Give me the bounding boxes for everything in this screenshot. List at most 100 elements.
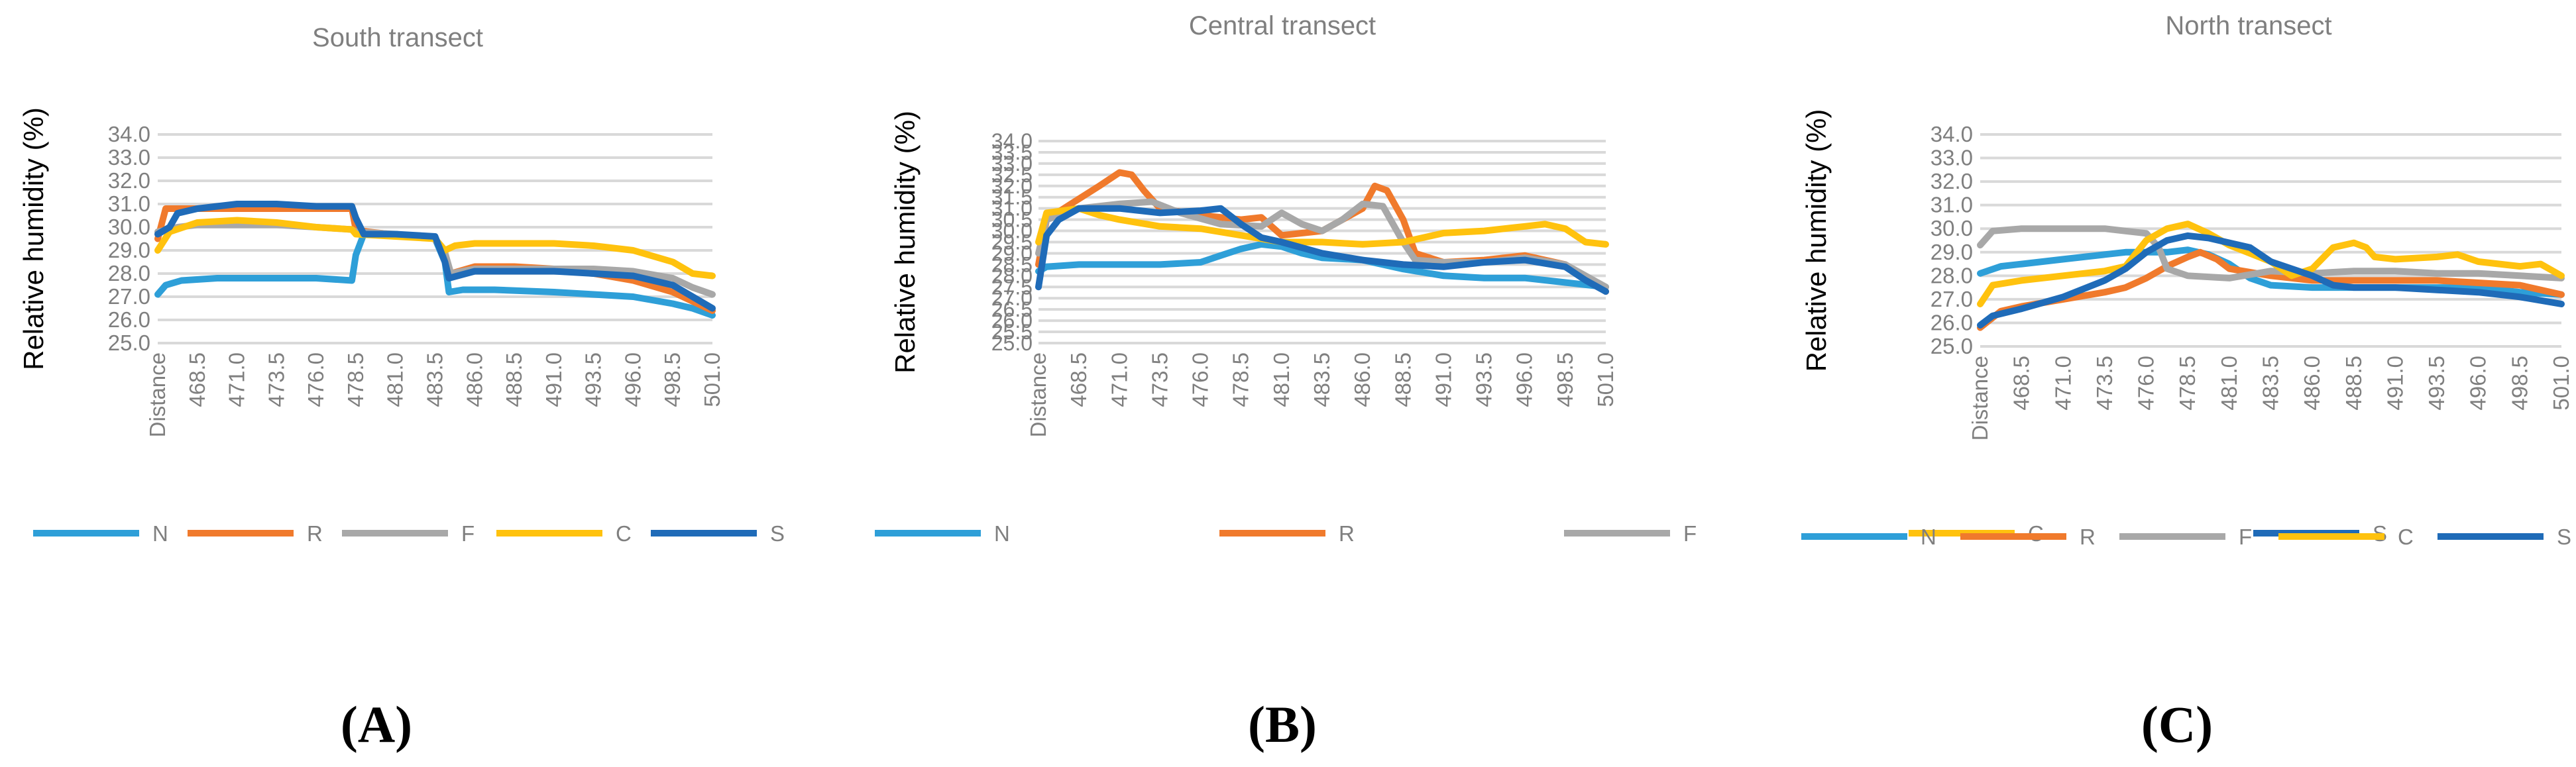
x-tick-label: 488.5 xyxy=(1390,352,1415,407)
y-tick-label: 31.0 xyxy=(991,197,1033,221)
y-tick-label: 33.5 xyxy=(991,140,1033,164)
x-tick-label: 491.0 xyxy=(2382,356,2407,411)
x-tick-label: 473.5 xyxy=(1147,352,1172,407)
y-tick-label: 31.0 xyxy=(108,191,150,216)
x-tick-label: 488.5 xyxy=(2341,356,2366,411)
x-tick-label: 478.5 xyxy=(1229,352,1253,407)
x-tick-label: 498.5 xyxy=(1553,352,1577,407)
y-tick-label: 28.0 xyxy=(991,264,1033,287)
panel-label: (A) xyxy=(341,695,412,753)
series-line-S xyxy=(1035,205,1609,295)
series-line-C xyxy=(154,217,716,280)
chart-title: South transect xyxy=(312,23,483,52)
x-tick-label: 473.5 xyxy=(264,352,288,407)
x-tick-label: 491.0 xyxy=(541,352,566,407)
y-tick-label: 30.0 xyxy=(991,219,1033,243)
x-tick-label: 476.0 xyxy=(2134,356,2158,411)
y-tick-label: 27.0 xyxy=(1931,287,1973,311)
legend-label-R: R xyxy=(1339,521,1355,546)
x-tick-label: 493.5 xyxy=(2424,356,2449,411)
x-tick-label: 471.0 xyxy=(1107,352,1131,407)
x-tick-label: 481.0 xyxy=(383,352,408,407)
legend-label-S: S xyxy=(2557,525,2571,549)
x-tick-label: 476.0 xyxy=(1188,352,1213,407)
x-tick-label: 476.0 xyxy=(304,352,328,407)
legend-label-S: S xyxy=(770,521,785,546)
y-tick-label: 29.0 xyxy=(1931,240,1973,264)
series-line-N xyxy=(1035,240,1609,291)
y-tick-label: 32.0 xyxy=(991,174,1033,198)
legend-label-N: N xyxy=(1921,525,1936,549)
y-tick-label: 34.0 xyxy=(991,129,1033,153)
x-tick-label: 486.0 xyxy=(462,352,486,407)
y-tick-label: 27.5 xyxy=(991,275,1033,299)
chart-title: North transect xyxy=(2165,11,2331,40)
x-tick-label: 468.5 xyxy=(2009,356,2034,411)
x-tick-label: 478.5 xyxy=(2175,356,2200,411)
legend-label-R: R xyxy=(2080,525,2096,549)
legend-label-C: C xyxy=(2398,525,2414,549)
legend-label-R: R xyxy=(307,521,323,546)
series-line-F xyxy=(1977,225,2565,281)
x-tick-label: 496.0 xyxy=(2466,356,2491,411)
y-tick-label: 25.0 xyxy=(991,331,1033,355)
x-tick-label: 501.0 xyxy=(1593,352,1618,407)
y-tick-label: 26.0 xyxy=(108,307,150,332)
series-line-S xyxy=(1977,232,2565,329)
y-tick-label: 26.0 xyxy=(991,309,1033,332)
x-tick-label: Distance xyxy=(145,352,170,437)
x-tick-label: 498.5 xyxy=(2507,356,2532,411)
x-tick-label: 486.0 xyxy=(2300,356,2324,411)
x-tick-label: 468.5 xyxy=(185,352,209,407)
y-tick-label: 32.0 xyxy=(108,168,150,193)
y-tick-label: 25.0 xyxy=(108,331,150,355)
panel-label: (B) xyxy=(1248,695,1317,753)
y-tick-label: 33.0 xyxy=(991,152,1033,176)
chart-panel-1: Central transect Relative humidity (%) 25.… xyxy=(875,11,2387,753)
legend-label-N: N xyxy=(994,521,1010,546)
x-tick-label: 483.5 xyxy=(423,352,447,407)
panel-label: (C) xyxy=(2141,695,2213,753)
y-tick-label: 32.5 xyxy=(991,163,1033,187)
legend-label-N: N xyxy=(152,521,168,546)
y-tick-label: 31.0 xyxy=(1931,193,1973,217)
y-tick-label: 28.0 xyxy=(108,261,150,285)
y-tick-label: 29.0 xyxy=(991,241,1033,265)
series-line-S xyxy=(154,201,716,312)
x-tick-label: Distance xyxy=(1968,356,1992,440)
y-tick-label: 26.5 xyxy=(991,297,1033,321)
y-tick-label: 31.5 xyxy=(991,185,1033,209)
x-tick-label: Distance xyxy=(1026,352,1050,437)
x-tick-label: 486.0 xyxy=(1350,352,1374,407)
x-tick-label: 473.5 xyxy=(2092,356,2117,411)
legend-label-F: F xyxy=(461,521,475,546)
y-tick-label: 28.0 xyxy=(1931,263,1973,287)
y-tick-label: 33.0 xyxy=(108,145,150,170)
y-tick-label: 25.5 xyxy=(991,320,1033,344)
x-tick-label: 483.5 xyxy=(2259,356,2283,411)
y-tick-label: 27.0 xyxy=(108,284,150,309)
y-tick-label: 28.5 xyxy=(991,252,1033,276)
series-line-R xyxy=(1977,248,2565,331)
x-tick-label: 468.5 xyxy=(1066,352,1091,407)
x-tick-label: 496.0 xyxy=(620,352,645,407)
y-tick-label: 29.0 xyxy=(108,238,150,262)
x-tick-label: 488.5 xyxy=(502,352,526,407)
x-tick-label: 481.0 xyxy=(2217,356,2241,411)
x-tick-label: 493.5 xyxy=(1472,352,1496,407)
y-tick-label: 34.0 xyxy=(108,122,150,146)
x-tick-label: 501.0 xyxy=(2549,356,2573,411)
x-tick-label: 471.0 xyxy=(2050,356,2075,411)
x-tick-label: 483.5 xyxy=(1310,352,1334,407)
legend-label-F: F xyxy=(1683,521,1697,546)
x-tick-label: 501.0 xyxy=(700,352,724,407)
x-tick-label: 478.5 xyxy=(343,352,368,407)
y-tick-label: 27.0 xyxy=(991,286,1033,310)
series-line-C xyxy=(1035,205,1609,248)
y-tick-label: 34.0 xyxy=(1931,122,1973,146)
x-tick-label: 493.5 xyxy=(581,352,606,407)
y-axis-label: Relative humidity (%) xyxy=(18,107,49,370)
